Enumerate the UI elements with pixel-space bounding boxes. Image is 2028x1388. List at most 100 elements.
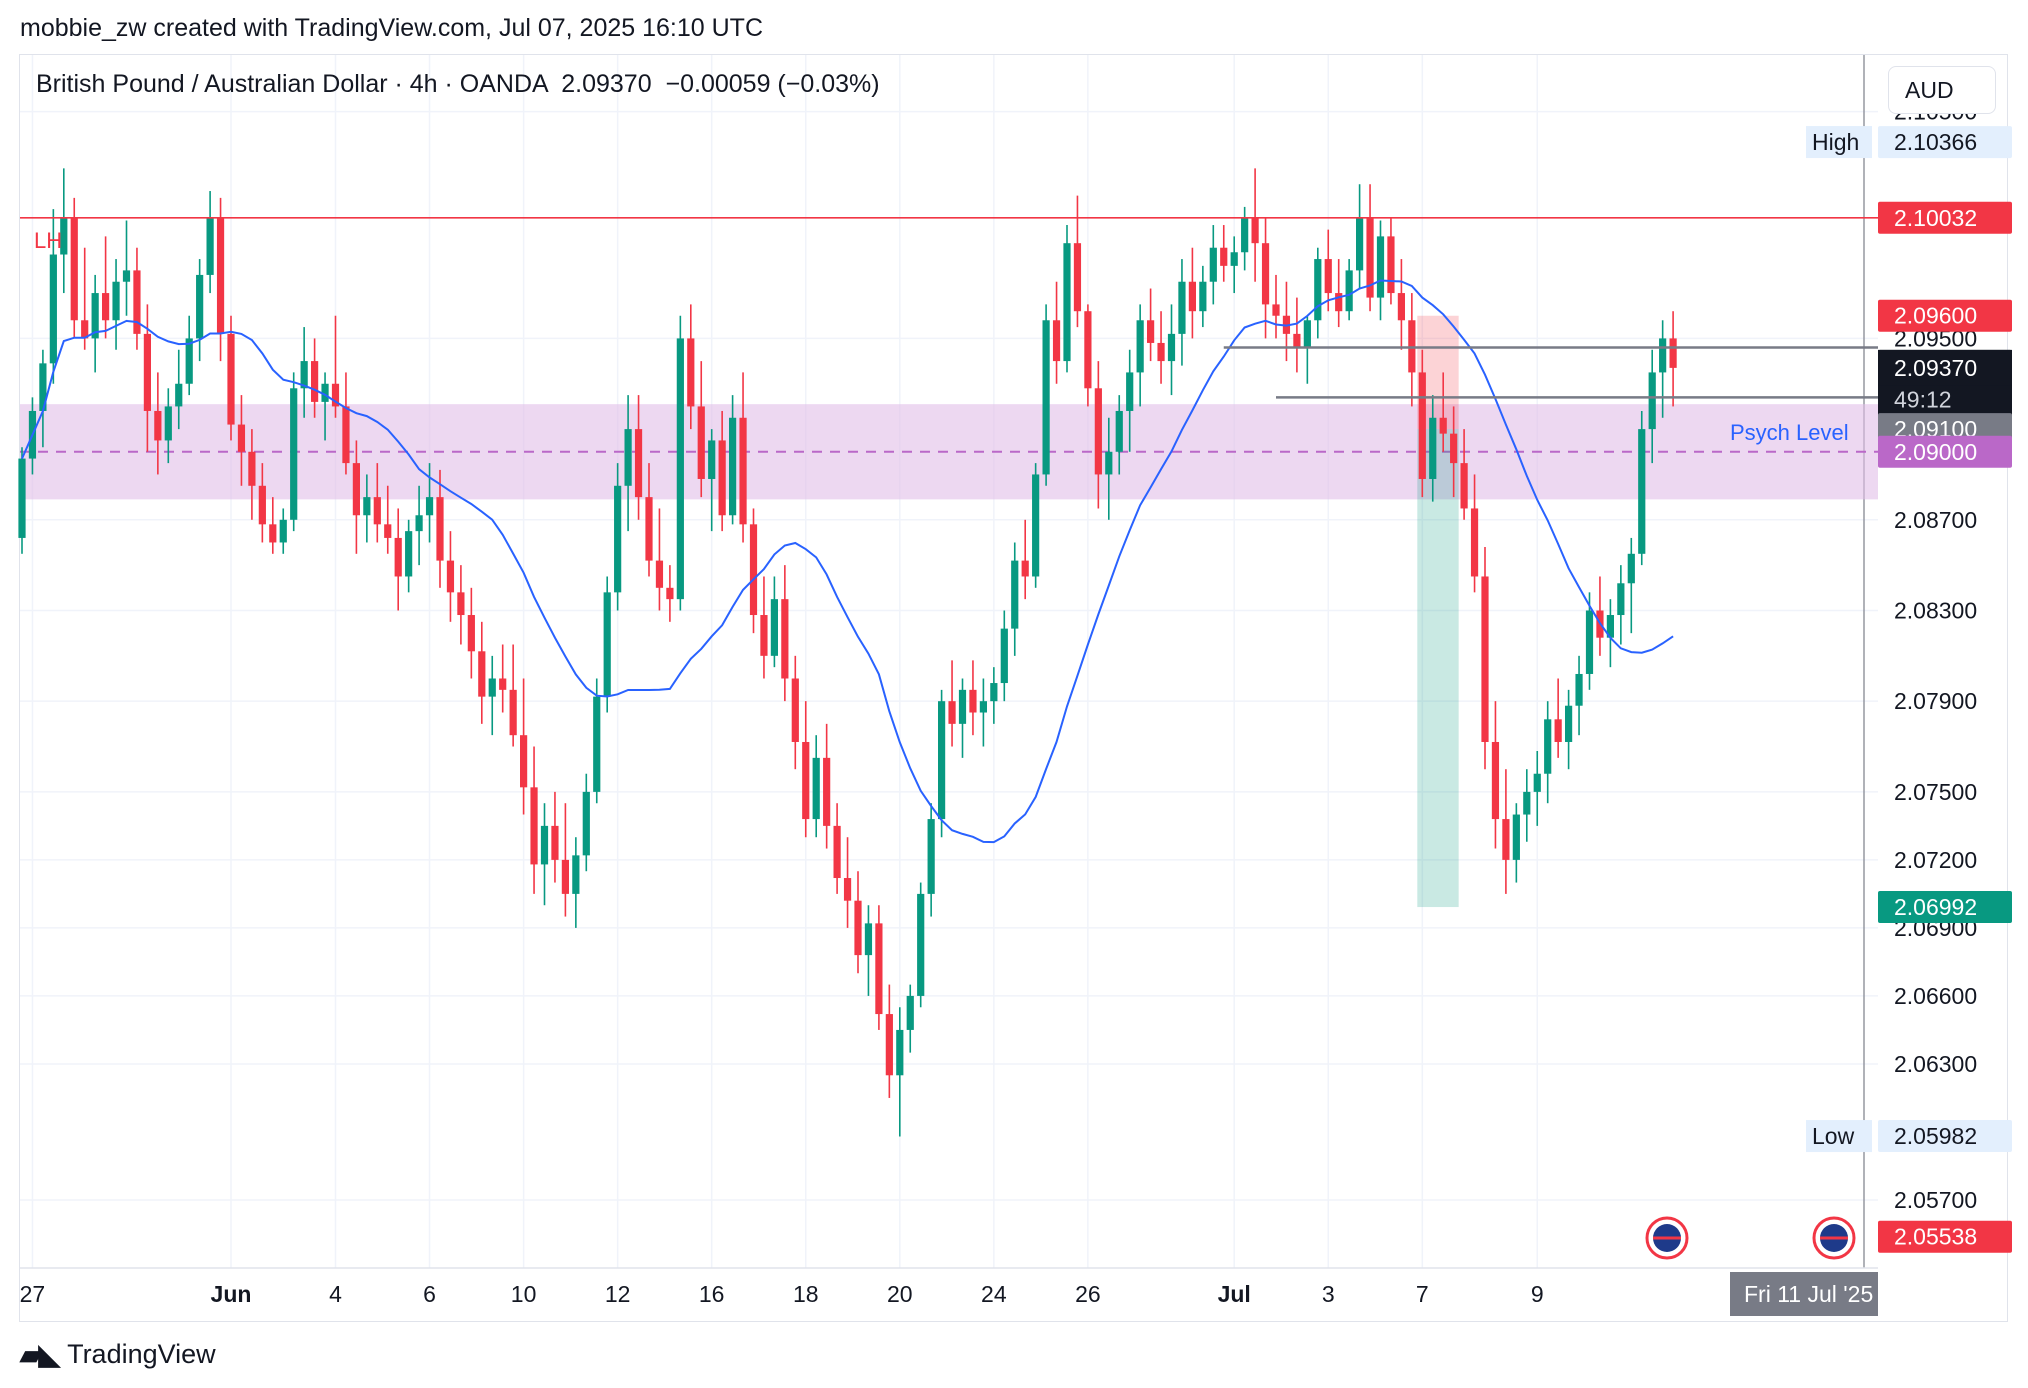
candle-body bbox=[499, 678, 507, 690]
candle-body bbox=[718, 440, 726, 516]
x-tick-label: 27 bbox=[20, 1281, 46, 1307]
candle-body bbox=[979, 701, 987, 713]
currency-button[interactable]: AUD bbox=[1888, 66, 1996, 114]
candle-body bbox=[185, 338, 193, 384]
candle-body bbox=[1032, 474, 1040, 577]
candle-body bbox=[102, 293, 110, 321]
candle-body bbox=[1376, 236, 1385, 298]
price-tag-box bbox=[1878, 1120, 2012, 1153]
candle-body bbox=[49, 254, 57, 364]
candle-body bbox=[1345, 270, 1353, 312]
candle-body bbox=[582, 791, 590, 856]
candle-body bbox=[206, 218, 214, 275]
candle-body bbox=[1638, 429, 1646, 554]
candle-body bbox=[864, 923, 873, 956]
candle-body bbox=[457, 592, 465, 616]
price-tag-value: 2.05982 bbox=[1894, 1123, 1977, 1149]
candle-body bbox=[1544, 719, 1552, 774]
candle-body bbox=[854, 900, 862, 956]
tradingview-logo-icon: ▰◣ bbox=[20, 1339, 60, 1370]
candle-body bbox=[227, 333, 235, 425]
candle-body bbox=[802, 741, 810, 820]
candle-body bbox=[1606, 615, 1614, 638]
candle-body bbox=[938, 701, 946, 820]
candle-body bbox=[823, 757, 831, 826]
candle-body bbox=[1512, 814, 1520, 860]
candle-body bbox=[1115, 410, 1123, 452]
crosshair-date-label: Fri 11 Jul '25 bbox=[1744, 1281, 1873, 1307]
candle-body bbox=[196, 274, 204, 339]
price-tag-box bbox=[1878, 126, 2012, 159]
price-tag-value: 2.09000 bbox=[1894, 439, 1977, 465]
x-tick-label: 6 bbox=[423, 1281, 436, 1307]
candle-body bbox=[969, 689, 977, 713]
grid bbox=[20, 55, 1878, 1268]
candle-body bbox=[1481, 576, 1489, 742]
candle-body bbox=[1178, 281, 1186, 334]
candle-body bbox=[1293, 333, 1301, 348]
x-tick-label: 3 bbox=[1322, 1281, 1335, 1307]
candle-body bbox=[258, 485, 266, 525]
y-tick-label: 2.05700 bbox=[1894, 1187, 1977, 1213]
candle-body bbox=[676, 338, 684, 600]
candle-body bbox=[133, 270, 141, 334]
candle-body bbox=[321, 383, 329, 402]
price-tag-box bbox=[1878, 201, 2012, 234]
candle-body bbox=[342, 406, 350, 464]
candle-body bbox=[530, 787, 538, 865]
price-change: −0.00059 (−0.03%) bbox=[665, 70, 880, 98]
candle-body bbox=[1199, 281, 1207, 312]
candle-body bbox=[843, 878, 852, 901]
axis-tag-box bbox=[1806, 1120, 1872, 1153]
candle-body bbox=[1648, 372, 1656, 430]
candle-body bbox=[906, 995, 914, 1030]
price-tag-value: 2.05538 bbox=[1894, 1224, 1977, 1250]
price-tag-value: 2.10366 bbox=[1894, 129, 1977, 155]
last-price: 2.09370 bbox=[561, 70, 652, 98]
candle-body bbox=[1230, 252, 1238, 266]
x-tick-label: Jul bbox=[1218, 1281, 1251, 1307]
candle-body bbox=[1627, 553, 1635, 584]
candle-body bbox=[1470, 508, 1479, 577]
y-tick-label: 2.06600 bbox=[1894, 983, 1977, 1009]
candle-body bbox=[1209, 247, 1217, 282]
candle-body bbox=[896, 1029, 904, 1076]
candle-body bbox=[446, 560, 455, 593]
candle-body bbox=[1251, 218, 1259, 244]
price-tag-value: 2.06992 bbox=[1894, 894, 1977, 920]
candle-body bbox=[1167, 333, 1176, 362]
candle-body bbox=[1366, 218, 1374, 298]
axis-tag-label: Low bbox=[1812, 1123, 1855, 1149]
candle-body bbox=[384, 524, 392, 538]
candle-body bbox=[572, 855, 580, 894]
annotation-lines: LH Psych Level bbox=[20, 216, 1878, 445]
candle-body bbox=[948, 701, 956, 724]
candle-body bbox=[833, 825, 841, 879]
symbol-name: British Pound / Australian Dollar · 4h ·… bbox=[36, 70, 548, 98]
candle-body bbox=[311, 361, 319, 402]
price-tag-box bbox=[1878, 891, 2012, 924]
candles bbox=[18, 168, 1677, 1137]
candle-body bbox=[708, 440, 716, 479]
candle-body bbox=[561, 859, 569, 894]
candle-body bbox=[687, 338, 695, 407]
crosshair-date-box bbox=[1730, 1272, 1878, 1316]
candle-body bbox=[91, 293, 99, 339]
candle-body bbox=[1659, 338, 1667, 373]
candle-body bbox=[770, 599, 778, 656]
time-axis: 27 Jun 4 6 10 12 16 18 20 24 26 Jul 3 7 9 Fri 11 Jul '2… bbox=[20, 1267, 1878, 1316]
candle-body bbox=[1565, 705, 1573, 742]
candle-body bbox=[624, 429, 632, 486]
candle-body bbox=[269, 524, 277, 543]
x-tick-label: 9 bbox=[1531, 1281, 1544, 1307]
candle-body bbox=[18, 458, 26, 538]
candle-body bbox=[1533, 773, 1541, 792]
candle-body bbox=[436, 497, 444, 561]
candle-body bbox=[488, 678, 496, 697]
symbol-legend: British Pound / Australian Dollar · 4h ·… bbox=[36, 70, 880, 99]
candle-body bbox=[1052, 320, 1061, 362]
x-tick-label: 10 bbox=[511, 1281, 537, 1307]
candle-body bbox=[551, 825, 559, 860]
candle-body bbox=[300, 361, 308, 389]
